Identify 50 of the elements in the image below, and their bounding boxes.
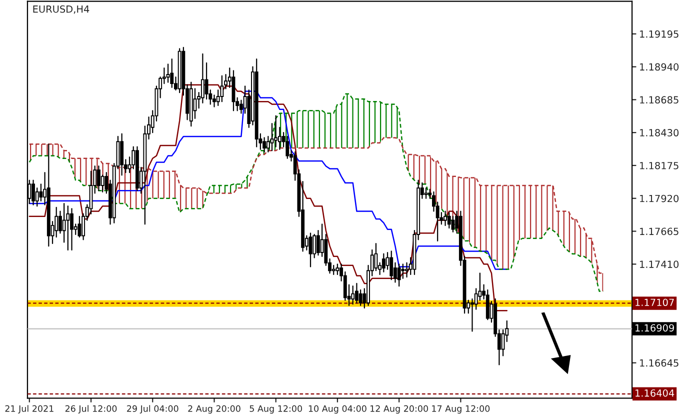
candlestick <box>390 250 394 280</box>
x-tick-label: 29 Jul 04:00 <box>127 405 178 414</box>
ref-line-label: 1.16909 <box>636 324 674 332</box>
candlestick <box>35 187 39 207</box>
candlestick <box>397 264 401 287</box>
x-tick-label: 5 Aug 12:00 <box>250 405 302 414</box>
candlestick <box>355 282 358 304</box>
candlestick <box>97 166 100 192</box>
y-tick-label: 1.18175 <box>640 162 678 170</box>
candlestick <box>32 180 35 206</box>
candlestick <box>78 216 82 238</box>
y-tick-label: 1.17665 <box>640 228 678 236</box>
y-tick-label: 1.17410 <box>640 260 679 268</box>
candlestick <box>166 64 170 83</box>
candlestick <box>170 58 174 88</box>
candlestick <box>444 210 447 226</box>
candlestick <box>220 75 224 102</box>
y-tick-label: 1.18430 <box>640 129 679 136</box>
y-tick-label: 1.18940 <box>640 63 679 71</box>
x-tick-label: 26 Jul 12:00 <box>65 405 117 414</box>
y-tick-label: 1.19195 <box>640 30 678 38</box>
candlestick <box>39 184 43 202</box>
candlestick <box>336 264 340 276</box>
x-tick-label: 12 Aug 20:00 <box>370 405 428 414</box>
x-tick-label: 2 Aug 20:00 <box>188 405 240 414</box>
candlestick <box>70 208 74 251</box>
candlestick <box>332 264 336 276</box>
candlestick <box>66 206 70 251</box>
candlestick <box>424 187 428 199</box>
x-tick-label: 17 Aug 12:00 <box>432 405 490 414</box>
candlestick <box>270 122 274 152</box>
candlestick <box>308 232 312 268</box>
ref-line-label: 1.17107 <box>636 298 674 306</box>
y-tick-label: 1.16645 <box>640 359 678 367</box>
candlestick <box>401 264 405 279</box>
candlestick <box>447 212 451 229</box>
x-tick-label: 10 Aug 04:00 <box>308 405 366 414</box>
y-tick-label: 1.18685 <box>640 96 678 104</box>
candlestick <box>451 216 455 232</box>
candlestick <box>382 253 386 272</box>
candlestick <box>120 133 124 176</box>
ref-line-label: 1.16404 <box>636 389 674 397</box>
line-series <box>28 137 604 274</box>
x-tick-label: 21 Jul 2021 <box>5 405 54 414</box>
candlestick <box>351 286 355 305</box>
chart-title: EURUSD,H4 <box>33 5 90 14</box>
candlestick <box>286 136 290 159</box>
candlestick <box>274 115 278 148</box>
candlestick <box>262 137 266 152</box>
y-tick-label: 1.17920 <box>640 194 679 202</box>
